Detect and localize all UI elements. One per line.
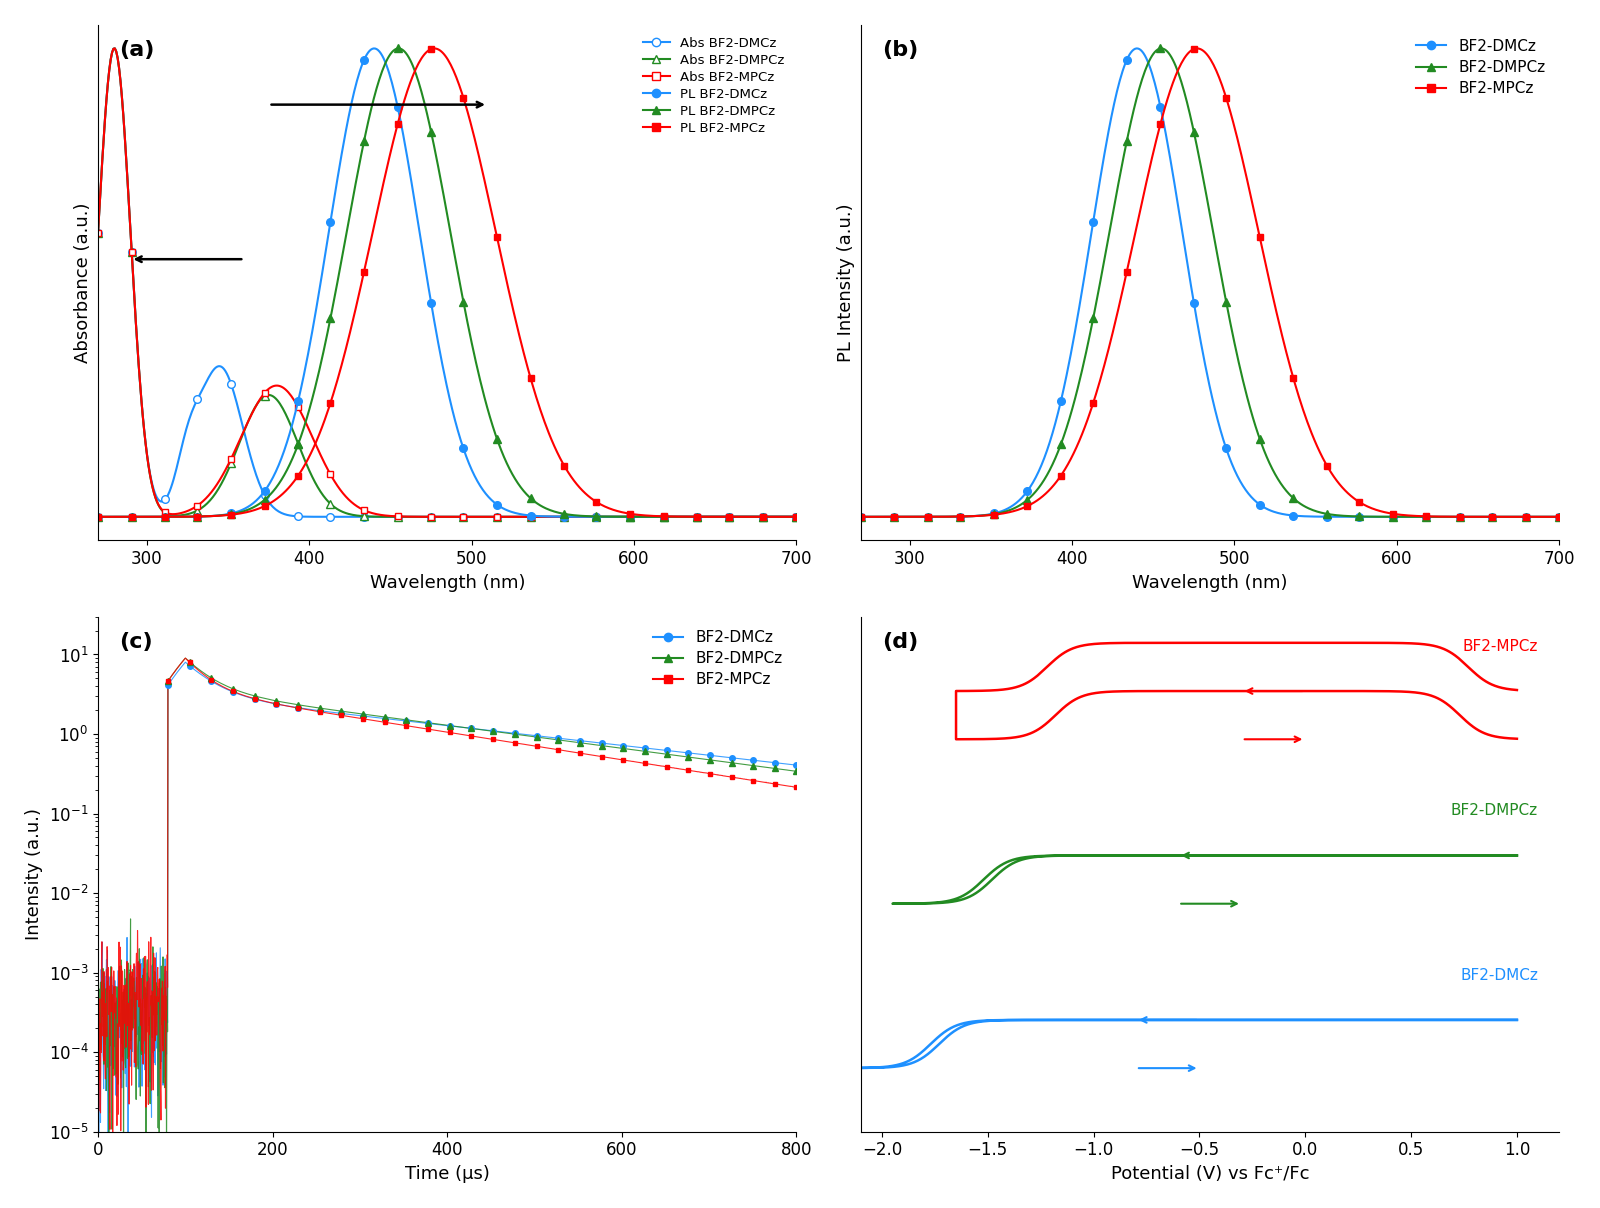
Text: (c): (c) (118, 632, 152, 652)
Y-axis label: PL Intensity (a.u.): PL Intensity (a.u.) (837, 203, 856, 362)
Text: (d): (d) (882, 632, 918, 652)
Y-axis label: Intensity (a.u.): Intensity (a.u.) (26, 808, 43, 940)
X-axis label: Potential (V) vs Fc⁺/Fc: Potential (V) vs Fc⁺/Fc (1110, 1165, 1309, 1183)
X-axis label: Wavelength (nm): Wavelength (nm) (370, 574, 525, 592)
Text: BF2-MPCz: BF2-MPCz (1462, 639, 1538, 654)
X-axis label: Wavelength (nm): Wavelength (nm) (1133, 574, 1288, 592)
Y-axis label: Absorbance (a.u.): Absorbance (a.u.) (75, 203, 93, 362)
Legend: BF2-DMCz, BF2-DMPCz, BF2-MPCz: BF2-DMCz, BF2-DMPCz, BF2-MPCz (646, 625, 789, 693)
Text: (b): (b) (882, 40, 918, 60)
X-axis label: Time (μs): Time (μs) (405, 1165, 490, 1183)
Legend: Abs BF2-DMCz, Abs BF2-DMPCz, Abs BF2-MPCz, PL BF2-DMCz, PL BF2-DMPCz, PL BF2-MPC: Abs BF2-DMCz, Abs BF2-DMPCz, Abs BF2-MPC… (638, 31, 790, 140)
Legend: BF2-DMCz, BF2-DMPCz, BF2-MPCz: BF2-DMCz, BF2-DMPCz, BF2-MPCz (1410, 33, 1552, 103)
Text: BF2-DMPCz: BF2-DMPCz (1451, 803, 1538, 818)
Text: BF2-DMCz: BF2-DMCz (1461, 968, 1538, 982)
Text: (a): (a) (118, 40, 154, 60)
